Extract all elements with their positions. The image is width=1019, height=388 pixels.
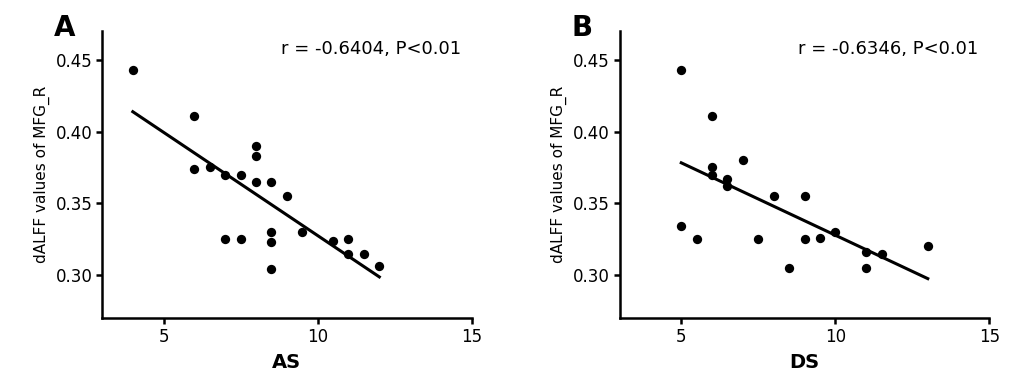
Text: B: B: [571, 14, 592, 42]
Point: [718, 176, 735, 182]
Point: [263, 239, 279, 245]
Point: [781, 265, 797, 271]
Text: r = -0.6404, P<0.01: r = -0.6404, P<0.01: [280, 40, 461, 58]
Point: [688, 236, 704, 242]
Point: [765, 193, 782, 199]
Point: [278, 193, 294, 199]
Point: [356, 250, 372, 256]
Point: [734, 157, 750, 163]
Point: [796, 193, 812, 199]
Point: [919, 243, 935, 249]
Point: [749, 236, 765, 242]
Point: [857, 265, 873, 271]
Point: [248, 143, 264, 149]
Point: [718, 183, 735, 189]
Point: [826, 229, 843, 235]
Point: [217, 171, 233, 178]
Y-axis label: dALFF values of MFG_R: dALFF values of MFG_R: [550, 86, 567, 263]
Point: [796, 236, 812, 242]
Point: [232, 171, 249, 178]
Point: [263, 178, 279, 185]
Point: [202, 164, 218, 170]
Point: [811, 235, 827, 241]
Point: [263, 229, 279, 235]
Point: [293, 229, 310, 235]
Point: [703, 113, 719, 119]
Point: [248, 153, 264, 159]
Point: [673, 223, 689, 229]
Point: [703, 164, 719, 170]
Y-axis label: dALFF values of MFG_R: dALFF values of MFG_R: [34, 86, 50, 263]
Point: [371, 263, 387, 270]
Point: [703, 171, 719, 178]
Point: [263, 266, 279, 272]
Point: [872, 250, 889, 256]
Point: [248, 178, 264, 185]
Point: [186, 166, 203, 172]
Point: [186, 113, 203, 119]
X-axis label: DS: DS: [789, 353, 819, 372]
X-axis label: AS: AS: [272, 353, 302, 372]
Text: r = -0.6346, P<0.01: r = -0.6346, P<0.01: [797, 40, 977, 58]
Point: [325, 237, 341, 244]
Point: [232, 236, 249, 242]
Point: [124, 67, 141, 73]
Text: A: A: [54, 14, 75, 42]
Point: [340, 250, 357, 256]
Point: [340, 236, 357, 242]
Point: [217, 236, 233, 242]
Point: [673, 67, 689, 73]
Point: [857, 249, 873, 255]
